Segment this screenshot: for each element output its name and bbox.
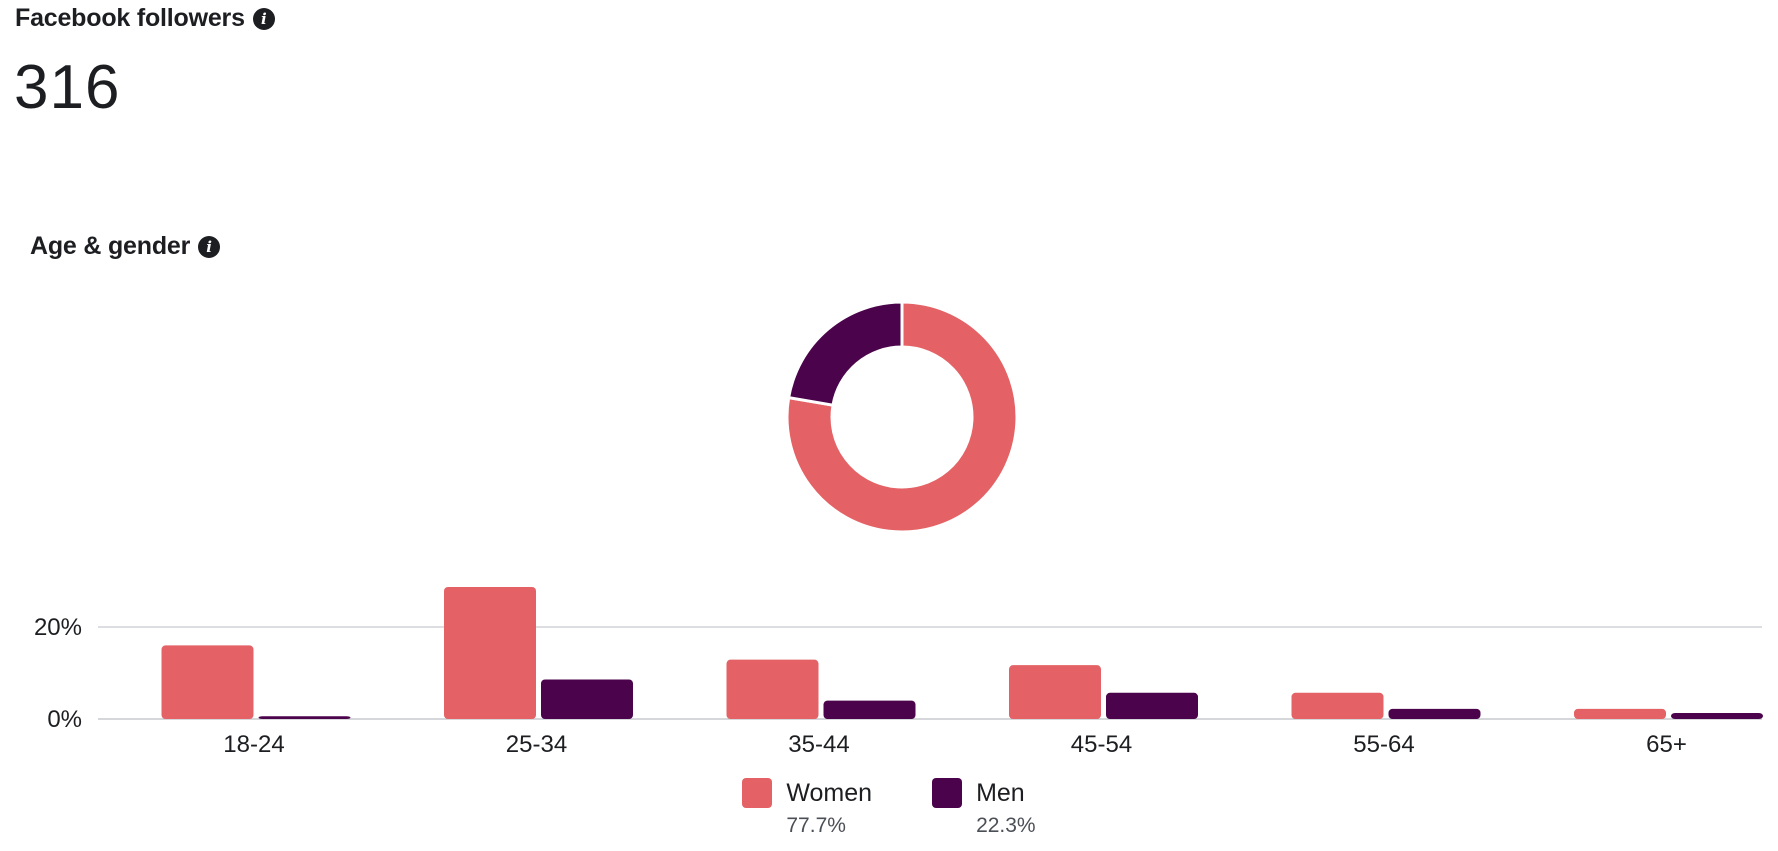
donut-chart [785,300,1019,534]
donut-slice-men [786,300,904,407]
y-tick-label: 0% [47,706,82,733]
legend-percentage: 77.7% [786,814,846,837]
info-icon[interactable]: i [198,235,221,258]
followers-header: Facebook followers i [15,4,275,33]
bar-women-18-24 [161,645,254,719]
donut-slice-women [785,300,1019,534]
bar-chart: 0% 20% 18-24 25-34 35-44 45-54 55-64 65+ [34,586,1763,758]
x-tick-label: 18-24 [223,731,284,758]
legend-item-men[interactable]: Men 22.3% [932,778,1036,838]
y-tick-label: 20% [34,614,82,641]
x-tick-label: 45-54 [1071,731,1132,758]
bar-women-65+ [1574,708,1666,719]
legend-percentage: 22.3% [976,814,1036,837]
bar-women-45-54 [1009,665,1101,719]
age-gender-header: Age & gender i [30,232,221,261]
age-gender-title: Age & gender [30,232,191,260]
bar-men-18-24 [258,716,351,719]
chart-legend: Women 77.7% Men 22.3% [0,778,1778,838]
bar-men-65+ [1671,713,1763,719]
bar-men-25-34 [541,679,633,719]
legend-swatch-men [932,778,963,808]
bar-men-35-44 [823,700,916,719]
legend-label: Women [786,778,873,807]
x-tick-label: 35-44 [788,731,849,758]
x-tick-label: 65+ [1646,731,1687,758]
legend-label: Men [976,778,1025,807]
x-tick-label: 25-34 [506,731,567,758]
bar-women-55-64 [1291,692,1384,719]
bar-men-45-54 [1106,692,1198,719]
bar-women-35-44 [726,659,819,719]
legend-item-women[interactable]: Women 77.7% [742,778,872,838]
followers-count: 316 [14,53,121,122]
info-icon[interactable]: i [252,7,275,30]
bar-men-55-64 [1388,708,1481,719]
x-tick-label: 55-64 [1353,731,1414,758]
bar-women-25-34 [444,586,536,719]
legend-swatch-women [742,778,773,808]
followers-title: Facebook followers [15,4,245,32]
